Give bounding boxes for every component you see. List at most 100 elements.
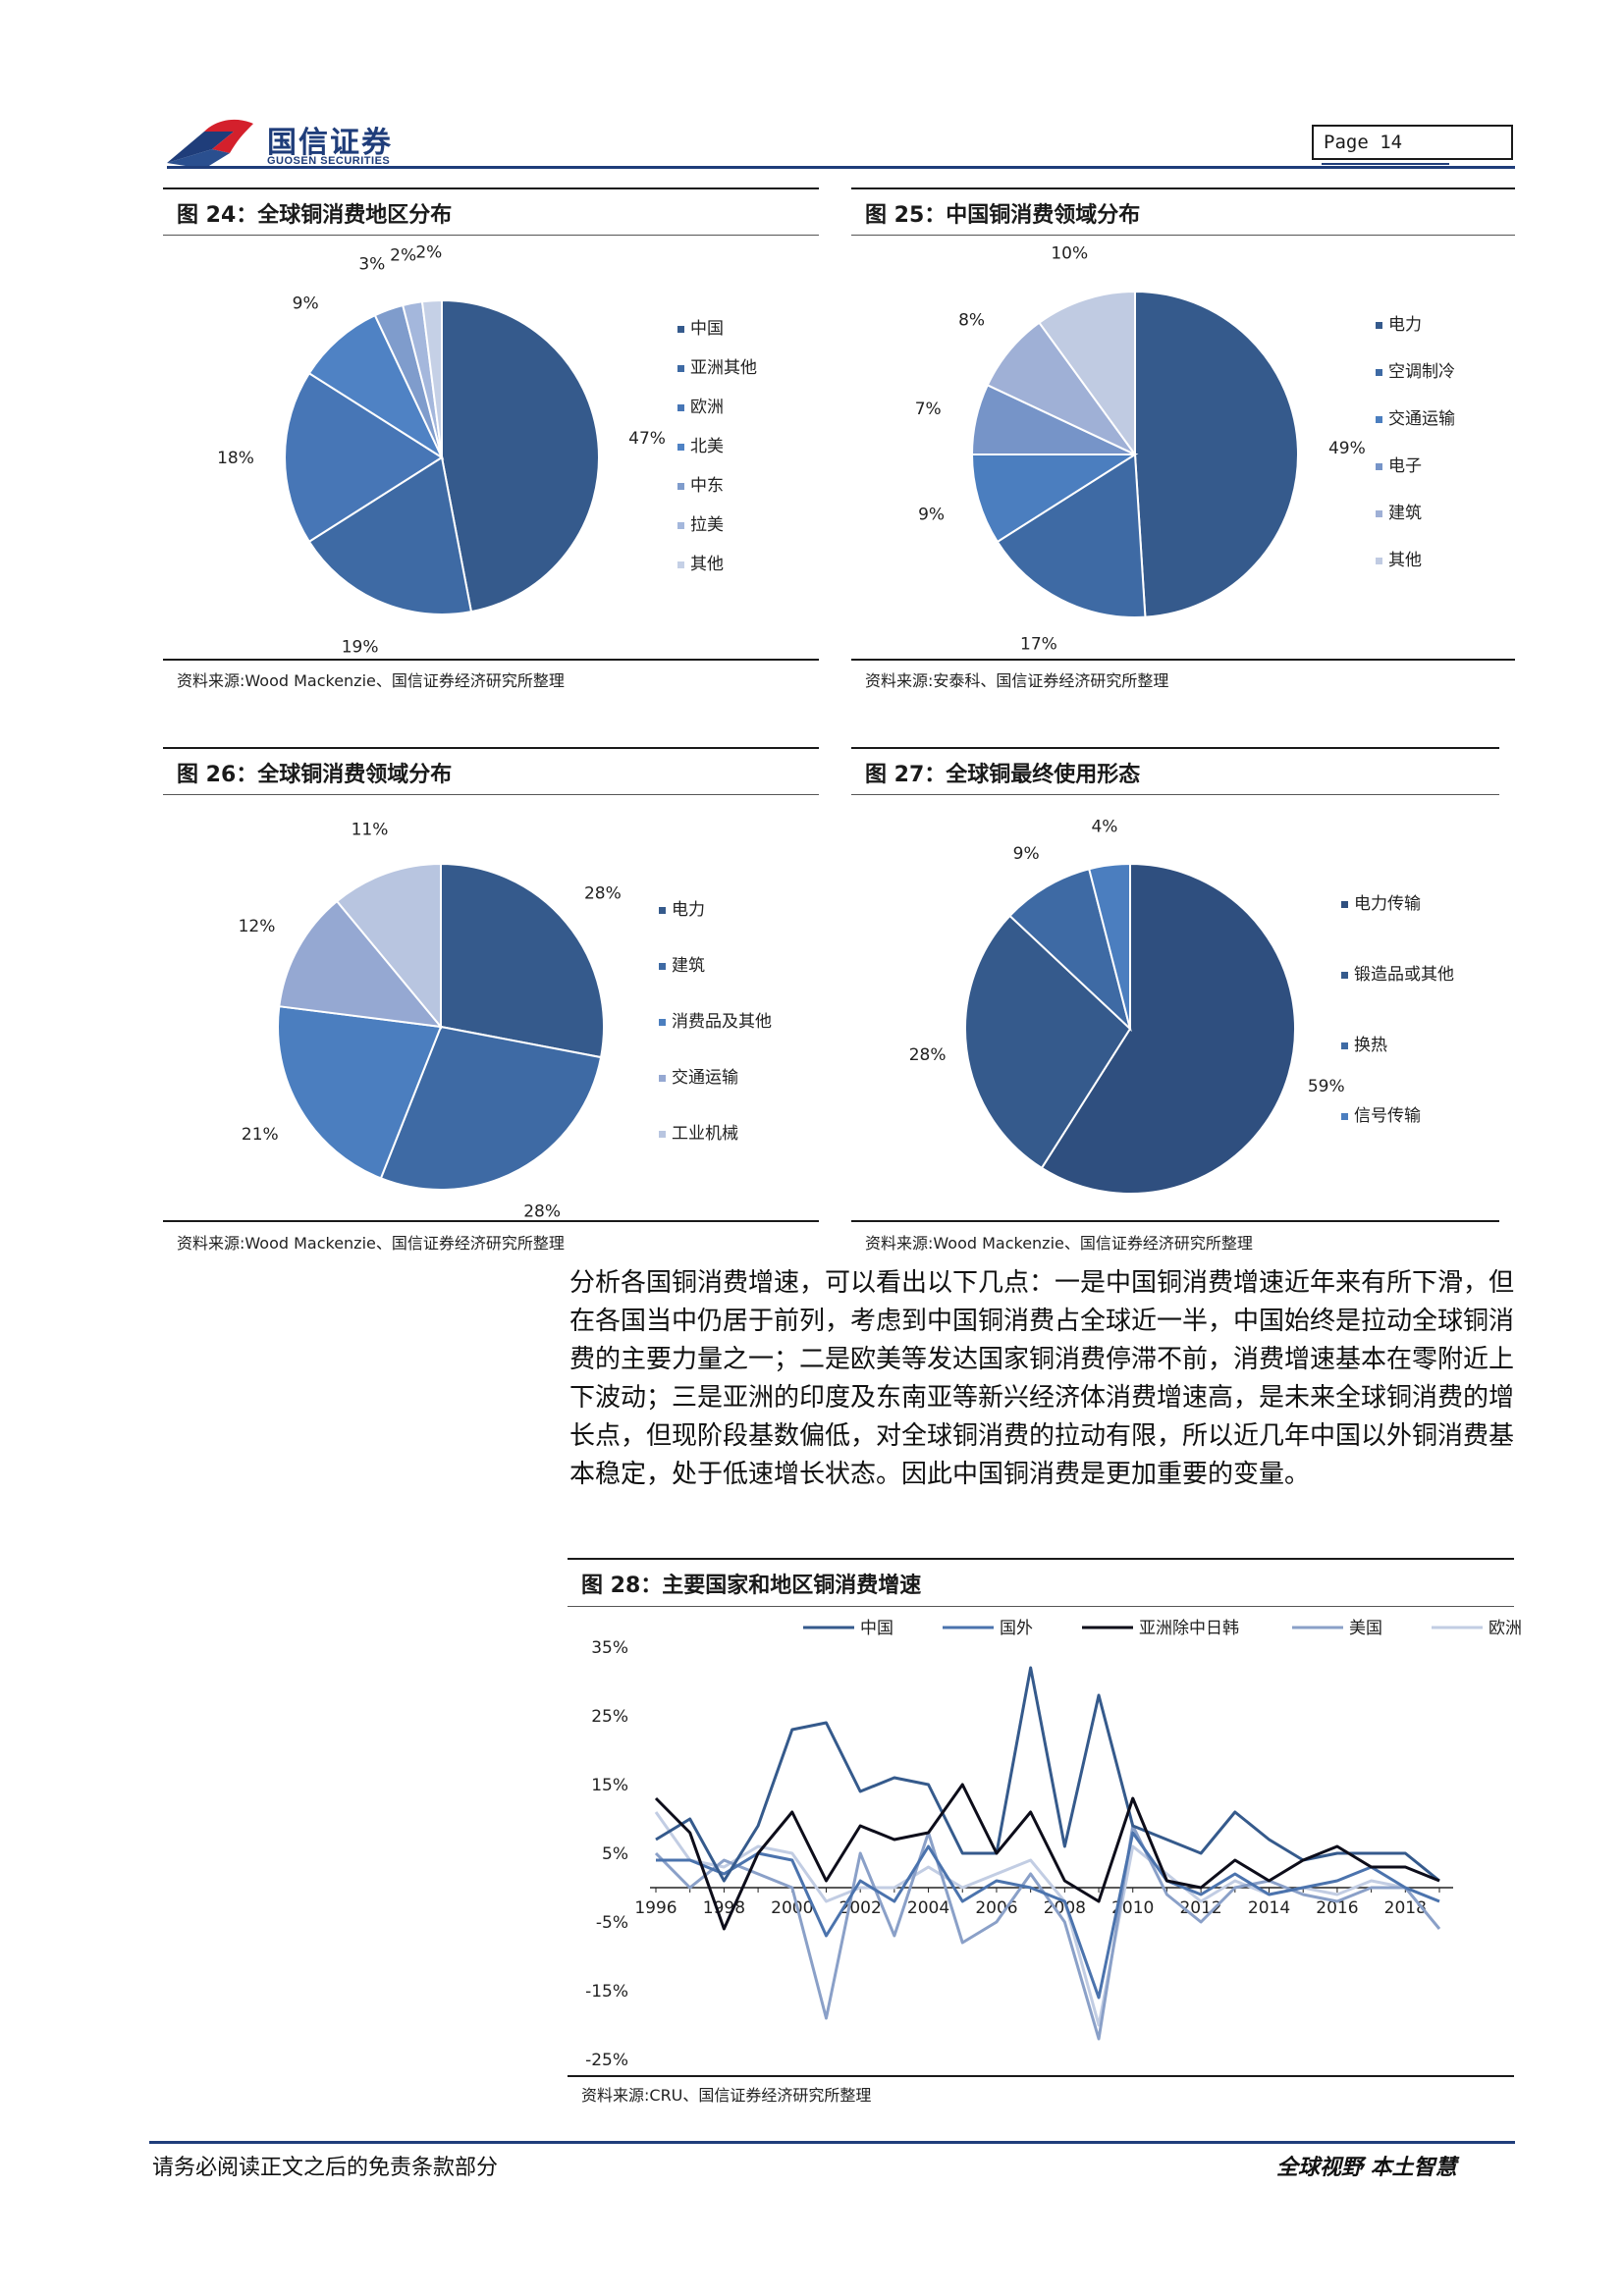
x-tick-label: 2018 (1384, 1898, 1427, 1918)
legend-swatch (1376, 322, 1382, 329)
legend-swatch (677, 404, 684, 411)
legend-swatch (1376, 416, 1382, 423)
legend-label: 欧洲 (690, 398, 724, 417)
legend-swatch (1341, 972, 1348, 979)
figure-title: 图 26：全球铜消费领域分布 (177, 763, 453, 787)
line-chart-growth: 35% 25% 15% 5% -5% -15% -25% 1996 1998 2000 2002 20… (585, 1619, 1522, 2070)
x-tick-label: 2006 (975, 1898, 1017, 1918)
legend-swatch (677, 365, 684, 372)
figure-title: 图 24：全球铜消费地区分布 (177, 203, 453, 228)
legend-label: 交通运输 (1388, 409, 1455, 429)
logo-name-cn: 国信证券 (267, 126, 393, 160)
figure-25: 图 25：中国铜消费领域分布 49% 17% 9% 7% 8% 10% 电力 空调制冷 交通运输… (851, 187, 1515, 693)
pie-value-label: 9% (1013, 844, 1040, 864)
pie-value-label: 47% (628, 429, 666, 449)
legend-swatch (1376, 558, 1382, 564)
x-tick-label: 2008 (1044, 1898, 1086, 1918)
y-tick-label: -15% (585, 1982, 628, 2002)
figure-24: 图 24：全球铜消费地区分布 47% 19% 18% 9% 3% 2% 2% 中国 亚洲其他 欧洲… (163, 187, 819, 693)
legend-label: 电子 (1388, 456, 1422, 476)
figure-source: 资料来源:安泰科、国信证券经济研究所整理 (865, 671, 1169, 690)
figure-title-rule (851, 794, 1499, 795)
figure-title-rule (163, 794, 819, 795)
pie-slice (284, 371, 444, 544)
pie-value-label: 17% (1020, 634, 1057, 654)
figure-top-rule (851, 747, 1499, 749)
pie-value-label: 28% (909, 1045, 947, 1065)
pie-slice (1008, 868, 1132, 1033)
pie-value-label: 28% (523, 1202, 561, 1222)
pie-value-label: 12% (239, 917, 276, 936)
figure-27: 图 27：全球铜最终使用形态 59% 28% 9% 4% 电力传输 锻造品或其他 换热 信号传… (851, 747, 1499, 1253)
header-divider (167, 166, 1515, 169)
x-tick-label: 1998 (703, 1898, 745, 1918)
legend-label: 消费品及其他 (672, 1012, 772, 1032)
pie-slice (970, 454, 1139, 544)
figure-top-rule (163, 187, 819, 189)
legend-label: 中国 (860, 1619, 893, 1638)
pie-slice (379, 1025, 603, 1191)
x-tick-label: 2002 (839, 1898, 882, 1918)
pie-slice (440, 862, 605, 1059)
legend-swatch (1341, 1113, 1348, 1120)
figure-title: 图 27：全球铜最终使用形态 (865, 763, 1141, 787)
series-line (654, 1783, 1440, 1931)
analysis-paragraph: 分析各国铜消费增速，可以看出以下几点：一是中国铜消费增速近年来有所下滑，但在各国… (569, 1268, 1515, 1489)
pie-slice (307, 455, 473, 615)
legend-label: 交通运输 (672, 1068, 738, 1088)
legend-label: 亚洲除中日韩 (1139, 1619, 1239, 1638)
legend-label: 信号传输 (1354, 1106, 1421, 1126)
legend-label: 拉美 (690, 515, 724, 535)
x-tick-label: 2000 (771, 1898, 813, 1918)
legend-label: 换热 (1354, 1036, 1387, 1055)
legend-label: 欧洲 (1489, 1619, 1522, 1638)
figure-title-rule (851, 235, 1515, 236)
legend-swatch (677, 326, 684, 333)
legend-swatch (659, 1019, 666, 1026)
legend-swatch (677, 444, 684, 451)
slogan: 全球视野 本土智慧 (1276, 2155, 1457, 2180)
figure-source: 资料来源:Wood Mackenzie、国信证券经济研究所整理 (177, 671, 565, 690)
legend-swatch (1341, 1042, 1348, 1049)
legend-label: 北美 (690, 437, 724, 456)
legend-swatch (677, 522, 684, 529)
footer-divider (149, 2141, 1515, 2144)
pie-value-label: 28% (584, 884, 622, 904)
x-tick-label: 2016 (1316, 1898, 1358, 1918)
legend-swatch (1376, 510, 1382, 517)
x-tick-label: 2014 (1248, 1898, 1290, 1918)
y-tick-label: 5% (602, 1844, 628, 1864)
legend-label: 电力传输 (1354, 894, 1421, 914)
figure-title: 图 25：中国铜消费领域分布 (865, 203, 1141, 228)
legend-label: 其他 (1388, 551, 1422, 570)
y-tick-label: -5% (596, 1913, 628, 1933)
pie-slice (1134, 290, 1299, 618)
figure-source: 资料来源:Wood Mackenzie、国信证券经济研究所整理 (177, 1234, 565, 1253)
pie-value-label: 9% (293, 294, 319, 313)
pie-value-label: 4% (1091, 818, 1117, 837)
pie-value-label: 3% (358, 254, 385, 274)
legend-swatch (659, 1075, 666, 1082)
figure-top-rule (568, 1558, 1514, 1560)
series-line (656, 1831, 1440, 2000)
logo-name-en: GUOSEN SECURITIES (267, 155, 391, 167)
x-tick-label: 2004 (907, 1898, 949, 1918)
legend-swatch (659, 1131, 666, 1138)
figure-bottom-rule (163, 1220, 819, 1222)
legend-label: 美国 (1349, 1619, 1382, 1638)
legend-label: 电力 (672, 900, 705, 920)
figure-top-rule (163, 747, 819, 749)
y-tick-label: 25% (591, 1707, 628, 1727)
y-tick-label: 15% (591, 1776, 628, 1795)
pie-value-label: 2% (390, 246, 416, 266)
pie-value-label: 7% (915, 400, 942, 419)
pie-value-label: 8% (958, 310, 985, 330)
legend-label: 国外 (1000, 1619, 1033, 1638)
header-divider-accent (1322, 163, 1449, 165)
legend-label: 电力 (1388, 315, 1422, 335)
legend-label: 亚洲其他 (690, 358, 757, 378)
y-tick-label: 35% (591, 1638, 628, 1658)
pie-slice (1088, 862, 1131, 1030)
series-line (654, 1811, 1440, 2027)
